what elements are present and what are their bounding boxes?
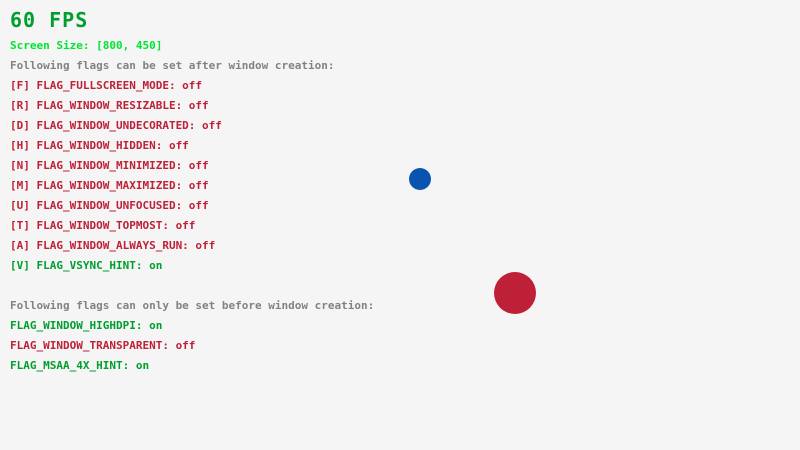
flag-msaa-4x-hint: FLAG_MSAA_4X_HINT: on <box>10 359 150 372</box>
flag-window-unfocused: [U] FLAG_WINDOW_UNFOCUSED: off <box>10 199 209 212</box>
section-header-before-creation: Following flags can only be set before w… <box>10 299 375 312</box>
flag-fullscreen-mode: [F] FLAG_FULLSCREEN_MODE: off <box>10 79 203 92</box>
flag-window-transparent: FLAG_WINDOW_TRANSPARENT: off <box>10 339 196 352</box>
flag-window-topmost: [T] FLAG_WINDOW_TOPMOST: off <box>10 219 196 232</box>
flag-window-resizable: [R] FLAG_WINDOW_RESIZABLE: off <box>10 99 209 112</box>
flag-window-maximized: [M] FLAG_WINDOW_MAXIMIZED: off <box>10 179 209 192</box>
flag-window-minimized: [N] FLAG_WINDOW_MINIMIZED: off <box>10 159 209 172</box>
flag-window-undecorated: [D] FLAG_WINDOW_UNDECORATED: off <box>10 119 222 132</box>
flag-vsync-hint: [V] FLAG_VSYNC_HINT: on <box>10 259 163 272</box>
screen-size-label: Screen Size: [800, 450] <box>10 39 163 52</box>
blue-ball <box>409 168 431 190</box>
red-ball <box>494 272 536 314</box>
fps-counter: 60 FPS <box>10 8 89 32</box>
flag-window-always-run: [A] FLAG_WINDOW_ALWAYS_RUN: off <box>10 239 216 252</box>
flag-window-hidden: [H] FLAG_WINDOW_HIDDEN: off <box>10 139 189 152</box>
section-header-after-creation: Following flags can be set after window … <box>10 59 335 72</box>
flag-window-highdpi: FLAG_WINDOW_HIGHDPI: on <box>10 319 163 332</box>
